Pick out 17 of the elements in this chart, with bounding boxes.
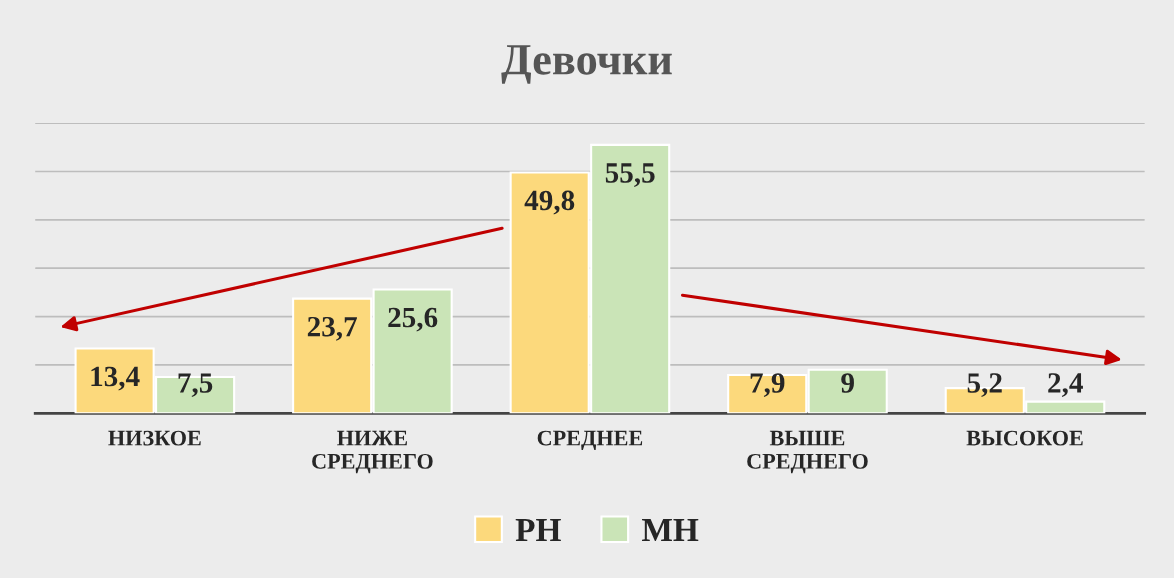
x-tick-label: НИЗКОЕ [108, 430, 201, 446]
data-label: 9 [841, 373, 854, 393]
legend-label: РН [515, 519, 561, 541]
x-tick-label: СРЕДНЕЕ [537, 430, 643, 451]
data-label: 25,6 [388, 307, 438, 332]
data-label: 13,4 [91, 366, 140, 391]
x-tick-label: НИЖЕ СРЕДНЕГО [312, 430, 433, 474]
x-tick-label: ВЫСОКОЕ [966, 430, 1083, 446]
chart-title: Девочки [501, 45, 672, 84]
data-label: 49,8 [524, 190, 575, 215]
legend-label: МН [642, 519, 699, 541]
data-label: 7,5 [178, 373, 213, 398]
data-label: 55,5 [605, 163, 655, 187]
data-label: 2,4 [1048, 373, 1083, 398]
data-label: 7,9 [750, 373, 785, 398]
x-tick-label: ВЫШЕ СРЕДНЕГО [747, 430, 868, 474]
data-label: 23,7 [307, 316, 357, 341]
